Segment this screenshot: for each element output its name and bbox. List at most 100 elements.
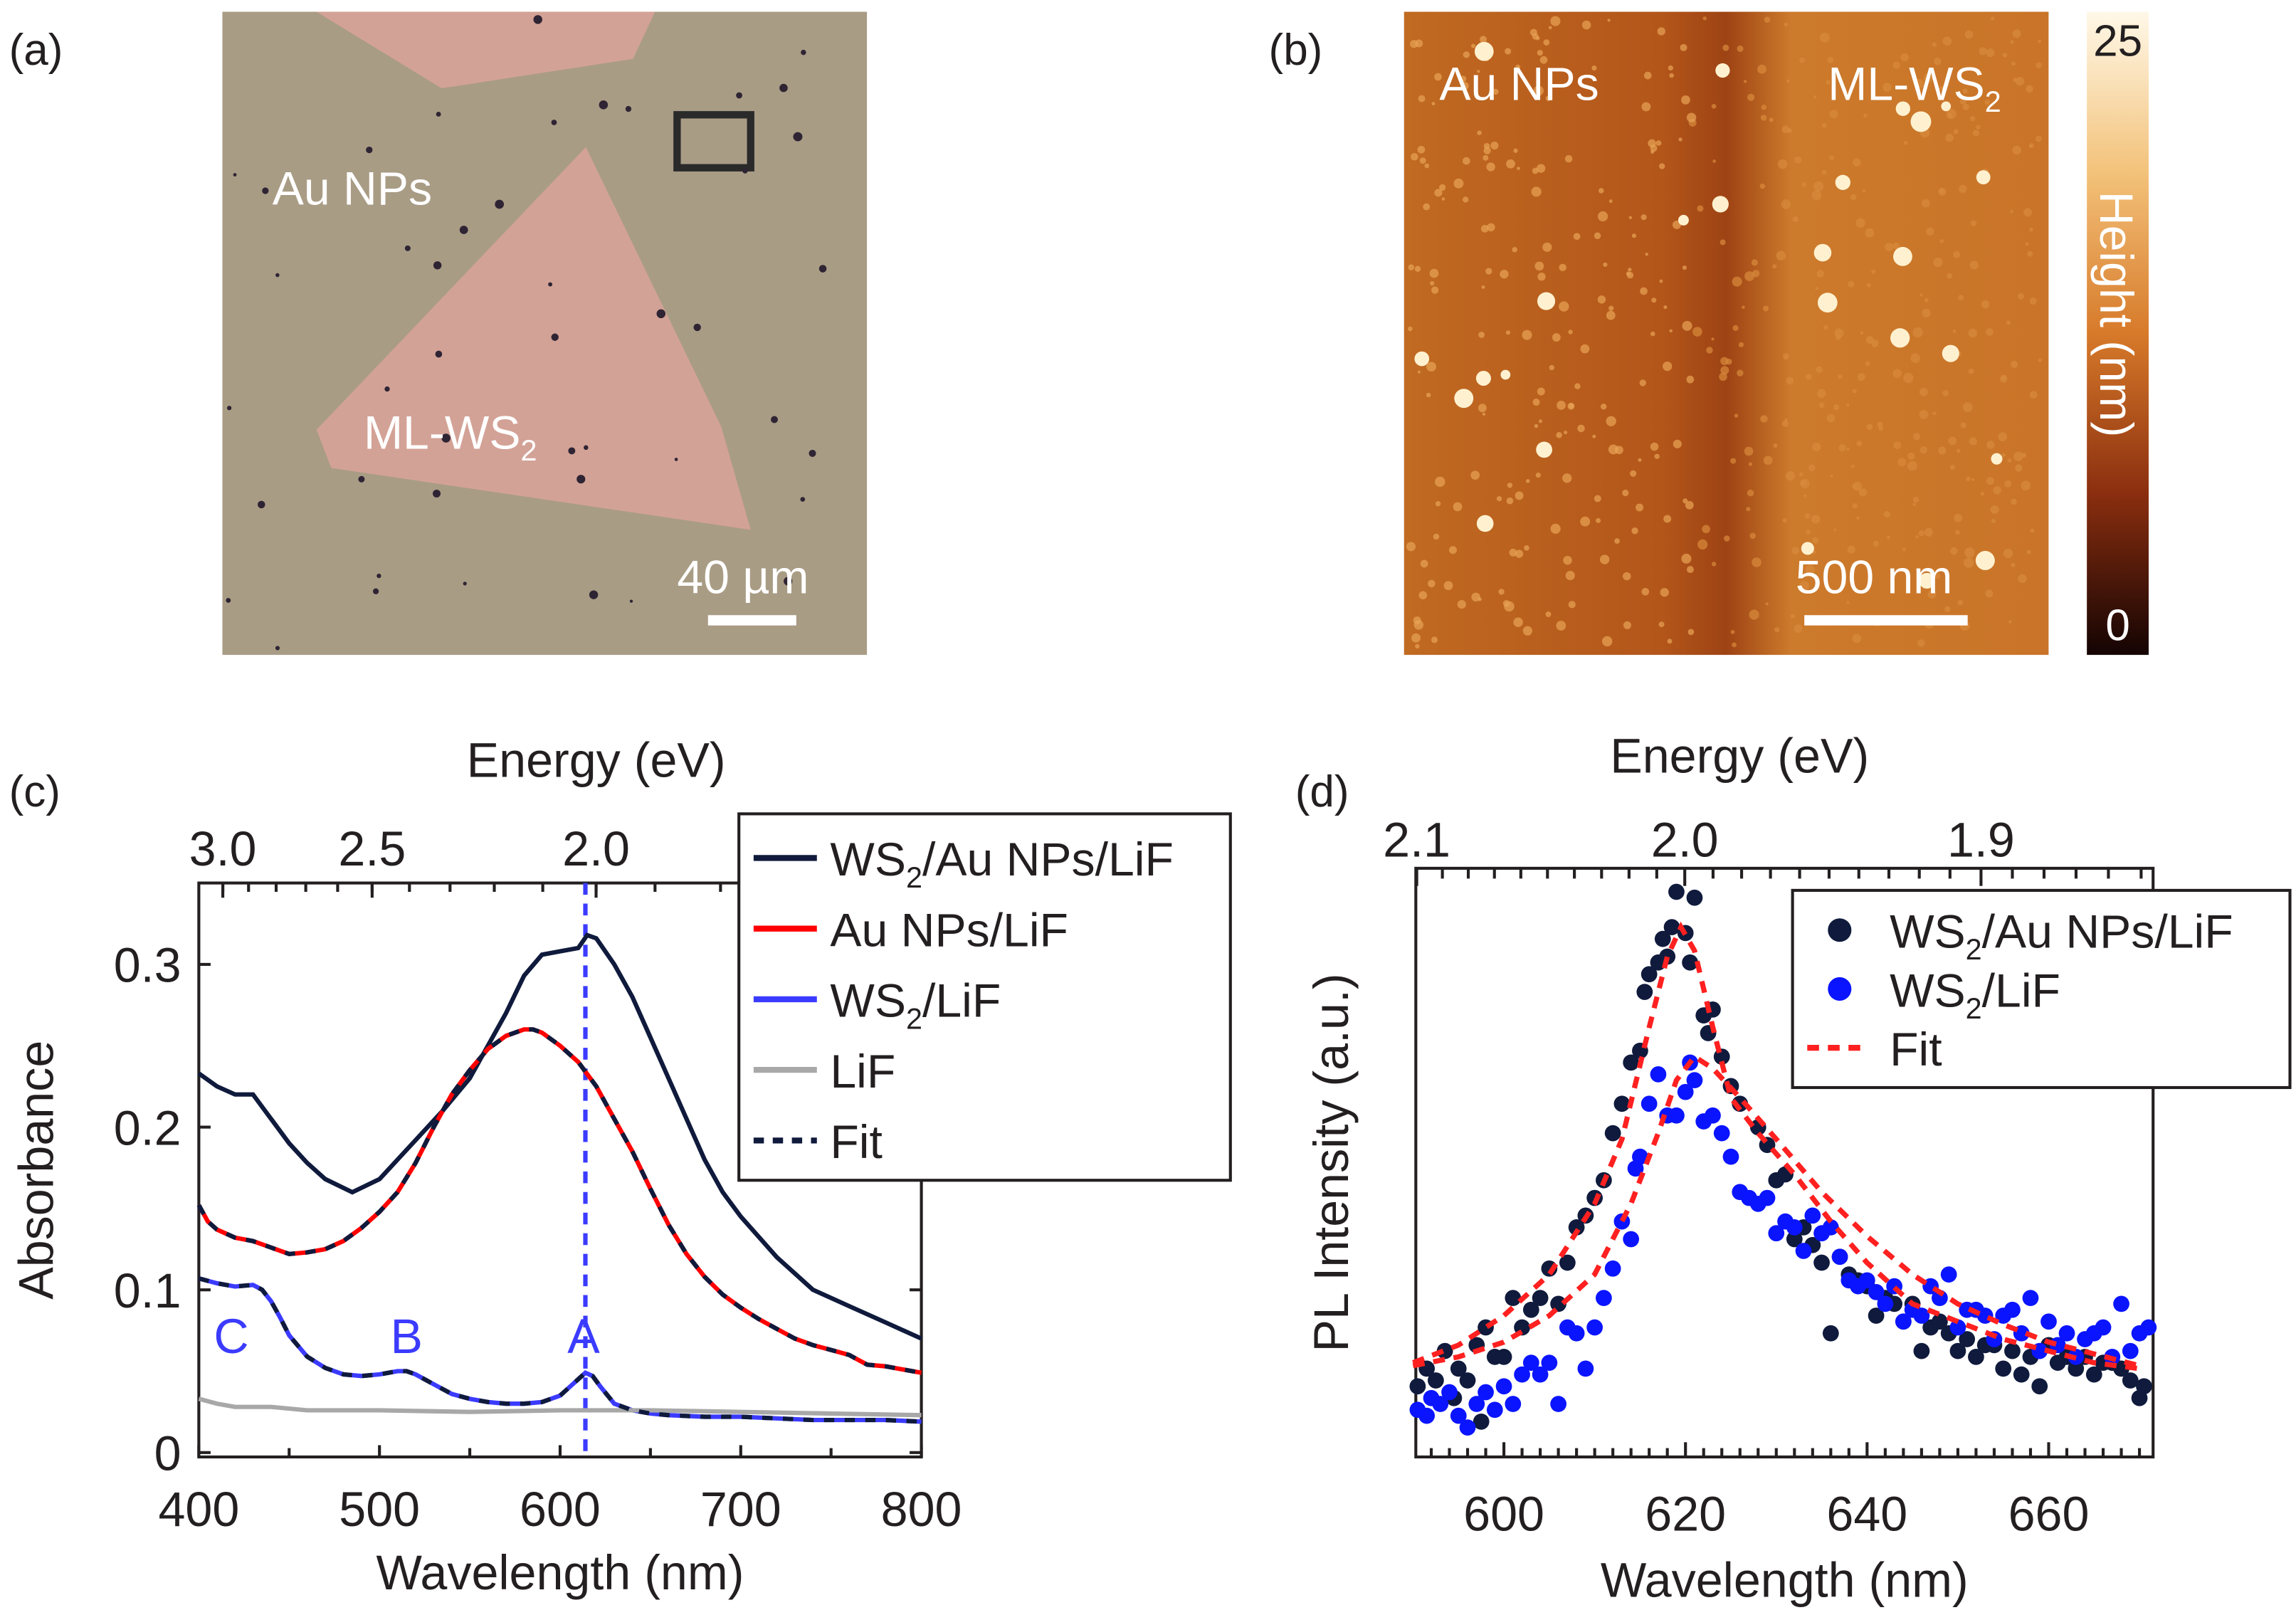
nanoparticle xyxy=(1883,510,1890,518)
nanoparticle xyxy=(1813,181,1824,192)
nanoparticle xyxy=(1804,513,1811,520)
data-point xyxy=(1713,1125,1730,1142)
nanoparticle xyxy=(1790,614,1796,619)
data-point xyxy=(2013,1366,2030,1383)
nanoparticle xyxy=(1524,544,1529,551)
nanoparticle xyxy=(1919,387,1928,396)
debris-dot xyxy=(463,582,467,586)
nanoparticle xyxy=(1669,329,1673,333)
nanoparticle xyxy=(1808,464,1816,472)
large-nanoparticle xyxy=(1976,170,1991,185)
nanoparticle xyxy=(1478,404,1487,413)
nanoparticle xyxy=(1532,167,1539,174)
nanoparticle xyxy=(1897,458,1907,467)
nanoparticle xyxy=(1744,271,1754,281)
nanoparticle xyxy=(1628,268,1632,272)
nanoparticle xyxy=(1433,533,1440,540)
nanoparticle xyxy=(1596,517,1601,523)
debris-dot xyxy=(548,282,553,287)
nanoparticle xyxy=(1631,527,1638,535)
nanoparticle xyxy=(2036,135,2042,142)
top-tick-label: 1.9 xyxy=(1947,813,2015,867)
nanoparticle xyxy=(1846,447,1850,451)
data-point xyxy=(1940,1266,1957,1283)
au-nps-label-a: Au NPs xyxy=(273,162,432,215)
series-line xyxy=(197,932,922,1341)
data-point xyxy=(1668,883,1685,900)
data-point xyxy=(1822,1325,1839,1342)
nanoparticle xyxy=(1512,246,1517,253)
nanoparticle xyxy=(1855,218,1865,228)
nanoparticle xyxy=(1463,51,1470,58)
nanoparticle xyxy=(1903,372,1914,384)
nanoparticle xyxy=(1573,233,1581,241)
large-nanoparticle xyxy=(1975,551,1995,570)
nanoparticle xyxy=(1419,157,1426,164)
nanoparticle xyxy=(1970,220,1977,226)
nanoparticle xyxy=(1902,547,1906,552)
nanoparticle xyxy=(1865,361,1870,367)
debris-dot xyxy=(818,265,827,273)
data-point xyxy=(1831,1248,1848,1266)
nanoparticle xyxy=(1706,347,1713,354)
y-tick-label: 0.3 xyxy=(114,939,181,993)
legend-label: WS2/Au NPs/LiF xyxy=(830,833,1174,894)
nanoparticle xyxy=(1711,103,1717,109)
nanoparticle xyxy=(1999,375,2008,383)
nanoparticle xyxy=(1568,601,1576,609)
height-colorbar xyxy=(2087,11,2149,656)
nanoparticle xyxy=(2025,242,2029,246)
nanoparticle xyxy=(1821,169,1827,175)
nanoparticle xyxy=(1920,293,1923,297)
fit-line xyxy=(1412,921,2140,1372)
debris-dot xyxy=(433,261,442,270)
nanoparticle xyxy=(1423,203,1431,211)
nanoparticle xyxy=(1515,64,1521,70)
nanoparticle xyxy=(1747,489,1754,497)
nanoparticle xyxy=(1480,224,1489,233)
nanoparticle xyxy=(1829,155,1835,161)
nanoparticle xyxy=(1838,374,1843,379)
afm-nanoparticles xyxy=(1406,16,2043,649)
nanoparticle xyxy=(1407,326,1413,332)
nanoparticle xyxy=(1774,627,1780,633)
nanoparticle xyxy=(1783,353,1790,360)
data-point xyxy=(1486,1401,1503,1419)
nanoparticle xyxy=(1816,366,1823,373)
nanoparticle xyxy=(1498,589,1505,595)
peak-label: A xyxy=(567,1310,600,1364)
nanoparticle xyxy=(1565,571,1575,581)
nanoparticle xyxy=(1957,599,1964,606)
legend xyxy=(737,812,1232,1182)
nanoparticle xyxy=(2013,451,2023,461)
nanoparticle xyxy=(1984,100,1991,105)
nanoparticle xyxy=(1628,216,1633,219)
nanoparticle xyxy=(1702,16,1707,21)
nanoparticle xyxy=(2021,480,2031,491)
nanoparticle xyxy=(1660,588,1669,597)
nanoparticle xyxy=(1920,446,1927,454)
nanoparticle xyxy=(2015,464,2023,472)
nanoparticle xyxy=(1658,621,1665,628)
nanoparticle xyxy=(1757,64,1767,74)
nanoparticle xyxy=(1697,539,1708,550)
data-point xyxy=(1568,1219,1585,1236)
nanoparticle xyxy=(1980,492,1985,496)
nanoparticle xyxy=(1559,263,1566,272)
debris-dot xyxy=(226,598,231,603)
nanoparticle xyxy=(1799,581,1809,591)
nanoparticle xyxy=(1743,80,1747,83)
nanoparticle xyxy=(1892,242,1900,250)
top-tick-label: 2.1 xyxy=(1383,813,1450,867)
nanoparticle xyxy=(1781,199,1791,209)
nanoparticle xyxy=(1415,39,1423,48)
data-point xyxy=(1949,1319,1966,1336)
large-nanoparticle xyxy=(1942,344,1959,362)
nanoparticle xyxy=(1428,579,1436,588)
large-nanoparticle xyxy=(1414,351,1430,367)
nanoparticle xyxy=(2026,85,2033,93)
debris-dot xyxy=(779,83,788,93)
nanoparticle xyxy=(1749,609,1759,620)
nanoparticle xyxy=(1608,444,1618,455)
nanoparticle xyxy=(1912,496,1920,503)
